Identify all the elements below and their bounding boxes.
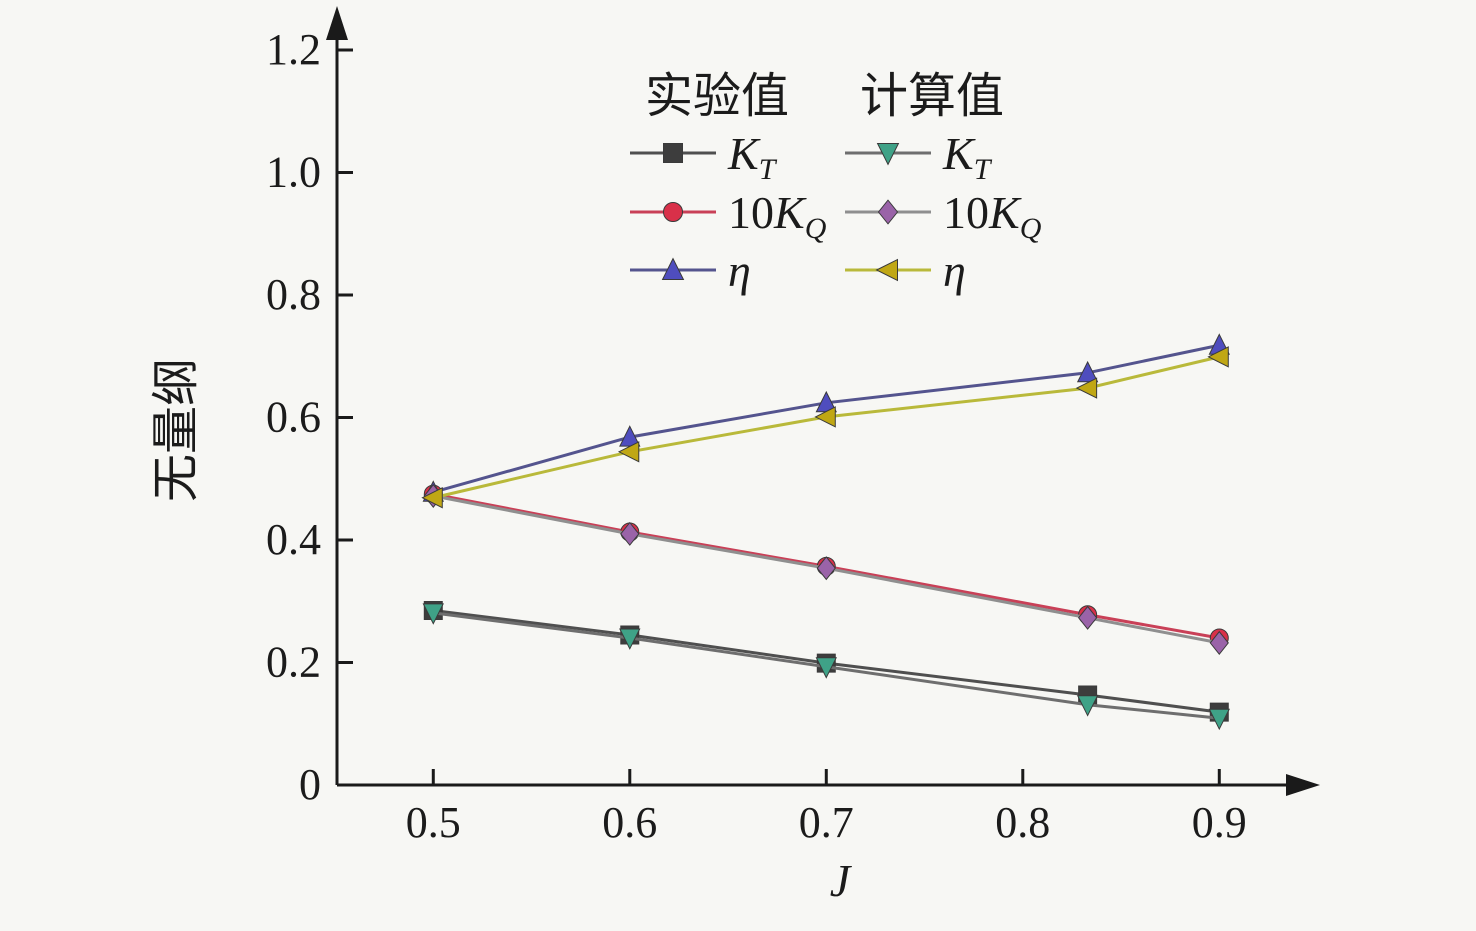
data-point-marker	[1076, 360, 1099, 383]
data-point-marker	[1076, 695, 1099, 717]
data-point-marker	[877, 199, 899, 225]
series-计算值-K_T	[422, 603, 1230, 731]
legend-entry-计算值-η: η	[845, 245, 966, 296]
y-tick-label: 0.2	[266, 638, 321, 687]
legend-label: KT	[727, 128, 778, 186]
data-point-marker	[661, 257, 685, 280]
y-tick-label: 0	[299, 760, 321, 809]
legend-label: KT	[942, 128, 993, 186]
data-point-marker	[1077, 605, 1098, 630]
y-axis-title: 无量纲	[150, 358, 203, 502]
data-point-marker	[1207, 346, 1229, 368]
x-tick-label: 0.8	[995, 798, 1050, 847]
x-tick-label: 0.5	[406, 798, 461, 847]
data-point-marker	[421, 487, 443, 509]
x-tick-label: 0.6	[602, 798, 657, 847]
y-tick-label: 1.0	[266, 148, 321, 197]
data-point-marker	[1075, 377, 1098, 399]
legend-entry-计算值-K_T: KT	[845, 128, 993, 186]
y-tick-label: 0.8	[266, 270, 321, 319]
y-tick-label: 0.4	[266, 515, 321, 564]
legend-header-2: 计算值	[860, 70, 1004, 123]
x-tick-label: 0.9	[1192, 798, 1247, 847]
data-point-marker	[422, 603, 444, 625]
x-axis-ticks: 0.5 0.6 0.7 0.8 0.9	[406, 769, 1247, 847]
axes	[326, 6, 1320, 796]
y-tick-label: 0.6	[266, 393, 321, 442]
legend-label: η	[943, 245, 966, 296]
x-axis-title: J	[830, 855, 853, 906]
data-point-marker	[815, 657, 837, 679]
legend-entry-实验值-10K_Q: 10KQ	[630, 187, 827, 245]
data-point-marker	[816, 556, 836, 581]
y-tick-label: 1.2	[266, 25, 321, 74]
data-point-marker	[1208, 708, 1230, 731]
legend-entry-计算值-10K_Q: 10KQ	[845, 187, 1042, 245]
legend-label: 10KQ	[943, 187, 1042, 245]
data-point-marker	[619, 628, 641, 650]
data-point-marker	[620, 521, 640, 546]
y-axis-ticks: 0 0.2 0.4 0.6 0.8 1.0 1.2	[266, 25, 353, 809]
legend-entry-实验值-η: η	[630, 245, 751, 296]
series-计算值-η	[421, 346, 1229, 509]
legend-label: 10KQ	[728, 187, 827, 245]
series-计算值-10K_Q	[423, 483, 1229, 655]
series-line	[432, 355, 1220, 500]
y-axis-arrow	[326, 6, 348, 40]
data-point-marker	[876, 143, 900, 166]
legend-header-1: 实验值	[645, 70, 789, 123]
x-axis-arrow	[1286, 774, 1320, 796]
data-point-marker	[814, 406, 836, 428]
data-point-marker	[1209, 630, 1229, 655]
legend-entry-实验值-K_T: KT	[630, 128, 778, 186]
data-point-marker	[663, 143, 683, 163]
data-point-marker	[662, 202, 684, 222]
x-tick-label: 0.7	[799, 798, 854, 847]
data-point-marker	[875, 258, 898, 282]
legend-label: η	[728, 245, 751, 296]
series-group	[421, 333, 1230, 731]
data-point-marker	[617, 441, 640, 463]
